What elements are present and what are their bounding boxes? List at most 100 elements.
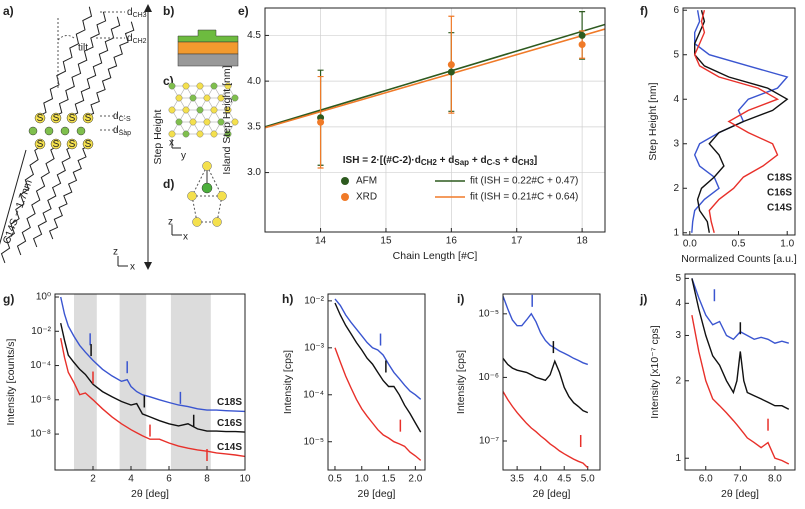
x-axis-label: 2θ [deg] [131, 488, 169, 500]
lattice-atom [189, 118, 197, 126]
sulfur-label: S [85, 139, 92, 150]
y-tick-label: 2 [675, 375, 681, 386]
axis-z: z [113, 247, 118, 258]
x-tick-label: 3.5 [510, 474, 524, 485]
sulfur-atom [66, 138, 78, 150]
chart: 0.0 0.5 1.0 1 2 3 4 5 6 Normalized Counts [a.u.] S… [640, 4, 797, 265]
series-line [60, 322, 245, 433]
alkyl-chain [48, 144, 92, 240]
atom [187, 191, 197, 201]
x-tick-label: 7.0 [733, 474, 747, 485]
formula-sub: C-S [487, 158, 501, 167]
chart: 2 4 6 8 10 10⁰ 10⁻² 10⁻⁴ 10⁻⁶ 10⁻⁸ 2θ [deg] Intensi… [3, 292, 251, 500]
arrow-head [144, 4, 152, 12]
lattice-atom [224, 130, 232, 138]
lattice-atom [196, 106, 204, 114]
formula-sub: Sap [454, 158, 469, 167]
series-line [503, 295, 589, 366]
plot-area [334, 298, 422, 461]
point [447, 68, 455, 76]
x-tick-label: 1.0 [355, 474, 369, 485]
x-tick-label: 10 [239, 474, 251, 485]
atom [192, 217, 202, 227]
sub: CH2 [133, 38, 147, 45]
tilt-arc [57, 34, 75, 41]
alkyl-chain [53, 11, 107, 118]
y-tick-label: 3.5 [247, 121, 261, 132]
substrate [177, 53, 239, 67]
sulfur-atom [82, 112, 94, 124]
y-tick-label: 10⁻⁴ [30, 360, 51, 371]
panel-label: i) [457, 292, 464, 306]
legend-marker [341, 177, 349, 185]
lattice-atom [231, 94, 239, 102]
diagram-b [177, 29, 239, 67]
legend-label: C18S [767, 173, 792, 184]
y-tick-label: 10⁻² [31, 326, 51, 337]
lattice-atom [182, 82, 190, 90]
chart: 0.5 1.0 1.5 2.0 10⁻² 10⁻³ 10⁻⁴ 10⁻⁵ 2θ [deg] Inte… [282, 292, 426, 500]
y-tick-label: 4 [675, 298, 681, 309]
sulfur-label: S [69, 113, 76, 124]
y-tick-label: 6 [673, 5, 679, 16]
axis-x: x [183, 232, 188, 243]
y-tick-label: 4.0 [247, 76, 261, 87]
x-tick-label: 2 [90, 474, 96, 485]
lattice-atom [189, 94, 197, 102]
y-tick-label: 10⁻⁵ [478, 308, 499, 319]
x-tick-label: 15 [380, 236, 392, 247]
d-sap-label: dSap [113, 125, 131, 137]
d-ch3-label: dCH3 [127, 7, 147, 19]
sulfur-atom [50, 112, 62, 124]
plot-frame [502, 293, 601, 471]
panel-a: a) tilt dCH3 dCH2 dC-S dSap Step Height … [1, 4, 164, 272]
y-tick-label: 10⁻⁶ [30, 394, 51, 405]
sulfur-atom [50, 138, 62, 150]
plot-area [265, 11, 605, 169]
mica-atom [76, 126, 86, 136]
lattice-atom [182, 130, 190, 138]
y-tick-label: 10⁻² [304, 296, 324, 307]
x-tick-label: 14 [315, 236, 327, 247]
series-line [694, 10, 789, 233]
d: d [127, 33, 133, 44]
y-axis-label: Intensity [cps] [455, 350, 467, 414]
panel-label: f) [640, 4, 648, 18]
series-line [334, 347, 422, 461]
mica-atom [60, 126, 70, 136]
alkyl-chain [37, 6, 93, 118]
y-tick-label: 2 [673, 183, 679, 194]
tilt-label: tilt [78, 43, 88, 54]
x-tick-label: 16 [446, 236, 458, 247]
lattice-atom [224, 106, 232, 114]
step-height-label: Step Height [152, 109, 164, 164]
x-axis-label: 2θ [deg] [721, 488, 759, 500]
bond [191, 165, 208, 197]
length-bracket [0, 149, 27, 245]
diagram-d [171, 161, 227, 236]
plot-frame [54, 293, 246, 471]
sulfur-label: S [85, 113, 92, 124]
x-tick-label: 6.0 [699, 474, 713, 485]
alkyl-chain [0, 144, 44, 264]
sulfur-label: S [37, 139, 44, 150]
chain-length-label: C14S ~ 1.7nm [1, 178, 35, 246]
d: d [113, 125, 119, 136]
fit-line [265, 23, 605, 128]
mica-atom [44, 126, 54, 136]
series-line [693, 10, 780, 233]
x-tick-label: 0.0 [683, 239, 697, 250]
x-tick-label: 6 [166, 474, 172, 485]
lattice-atom [175, 94, 183, 102]
x-axis-label: Chain Length [#C] [393, 250, 478, 262]
formula-sub: CH3 [518, 158, 535, 167]
panel-label: j) [639, 292, 647, 306]
sub: CH3 [133, 12, 147, 19]
alkyl-chain [16, 144, 60, 256]
x-tick-label: 18 [577, 236, 589, 247]
sulfur-atom [34, 138, 46, 150]
y-tick-label: 10⁻⁴ [303, 389, 324, 400]
panel-label: d) [163, 177, 174, 191]
lattice-atom [168, 82, 176, 90]
series-line [503, 357, 589, 414]
